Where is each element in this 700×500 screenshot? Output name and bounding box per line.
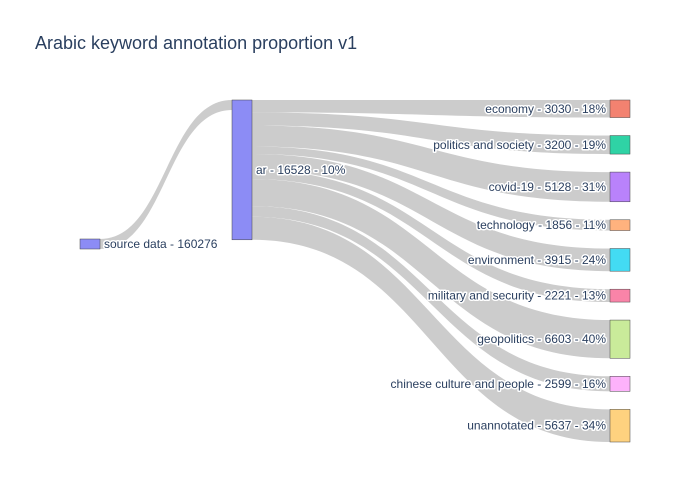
node-economy <box>609 99 631 118</box>
node-label-source: source data - 160276 <box>104 237 218 251</box>
link-ar-to-environment <box>252 154 610 272</box>
chart-title: Arabic keyword annotation proportion v1 <box>35 33 358 53</box>
node-environment <box>609 248 631 272</box>
node-label-military: military and security - 2221 - 13% <box>428 289 606 303</box>
node-technology <box>609 219 631 231</box>
nodes-layer <box>79 99 631 443</box>
node-label-geopolitics: geopolitics - 6603 - 40% <box>477 332 606 346</box>
link-ar-to-politics <box>252 112 610 155</box>
node-label-ar: ar - 16528 - 10% <box>256 163 346 177</box>
node-unannotated <box>609 409 631 443</box>
node-label-economy: economy - 3030 - 18% <box>485 102 606 116</box>
node-label-environment: environment - 3915 - 24% <box>468 253 606 267</box>
link-ar-to-geopolitics <box>252 179 610 359</box>
node-politics <box>609 135 631 155</box>
node-source <box>79 238 101 250</box>
links-layer <box>100 100 610 442</box>
link-ar-to-economy <box>252 100 610 118</box>
node-covid <box>609 171 631 203</box>
node-label-technology: technology - 1856 - 11% <box>477 218 607 232</box>
link-source-to-ar <box>100 100 232 249</box>
node-ar <box>231 99 253 241</box>
link-ar-to-chinese <box>252 206 610 392</box>
node-geopolitics <box>609 319 631 359</box>
node-chinese <box>609 376 631 392</box>
labels-layer: source data - 160276 ar - 16528 - 10% econ… <box>103 100 608 434</box>
node-label-unannotated: unannotated - 5637 - 34% <box>467 419 606 433</box>
link-ar-to-technology <box>252 146 610 231</box>
node-label-politics: politics and society - 3200 - 19% <box>433 138 606 152</box>
node-label-covid: covid-19 - 5128 - 31% <box>489 180 607 194</box>
node-military <box>609 288 631 303</box>
link-ar-to-military <box>252 170 610 303</box>
link-ar-to-covid <box>252 125 610 202</box>
node-label-chinese: chinese culture and people - 2599 - 16% <box>391 377 607 391</box>
link-ar-to-unannotated <box>252 216 610 442</box>
